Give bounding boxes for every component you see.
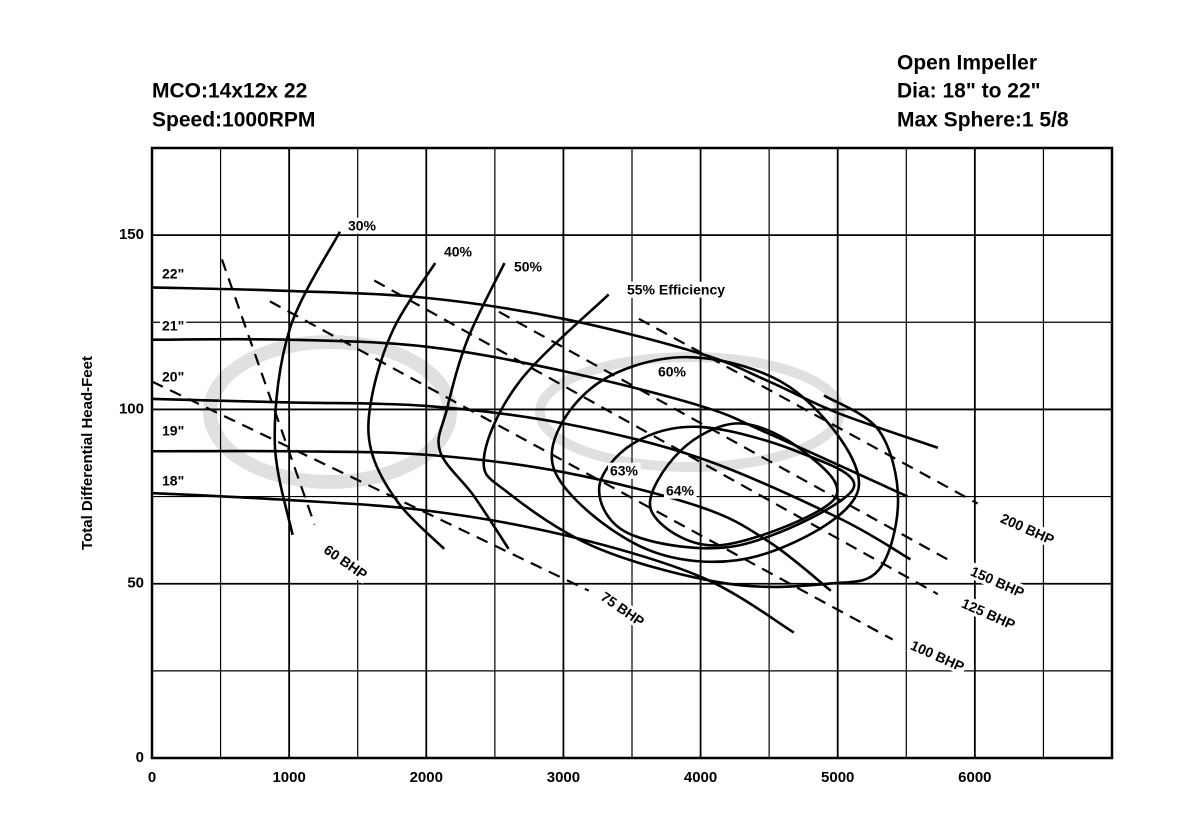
curve — [151, 337, 909, 498]
y-tick-label: 100 — [119, 400, 144, 417]
x-tick-label: 4000 — [684, 769, 717, 786]
label-background — [160, 422, 187, 439]
curve — [151, 286, 939, 449]
curve-label: 60% — [658, 364, 687, 380]
curve — [482, 293, 900, 589]
label-background — [319, 540, 373, 584]
curve-label: 40% — [444, 244, 473, 260]
label-background — [957, 594, 1020, 634]
x-tick-label: 2000 — [410, 769, 443, 786]
label-background — [160, 317, 187, 334]
curve — [151, 397, 912, 561]
subtitle-line: Max Sphere:1 5/8 — [897, 109, 1069, 132]
y-axis-label: Total Differential Head-Feet — [79, 356, 96, 550]
curve-label: 55% Efficiency — [627, 282, 725, 298]
label-background — [511, 258, 545, 275]
curve-label: 18" — [162, 473, 184, 489]
y-tick-label: 0 — [136, 749, 144, 766]
curve — [437, 262, 510, 550]
label-background — [160, 472, 187, 489]
label-background — [345, 217, 379, 234]
curve — [367, 262, 446, 550]
label-background — [655, 363, 689, 380]
bhp-line — [373, 279, 939, 596]
bhp-line — [269, 300, 894, 641]
label-background — [996, 509, 1059, 549]
curve-label: 50% — [514, 259, 543, 275]
subtitle-line: Dia: 18" to 22" — [897, 80, 1041, 103]
label-background — [624, 281, 728, 298]
curve — [597, 425, 856, 550]
y-tick-label: 50 — [127, 575, 144, 592]
subtitle-line: Open Impeller — [897, 52, 1037, 75]
curve-label: 19" — [162, 423, 184, 439]
x-tick-label: 3000 — [547, 769, 580, 786]
x-tick-label: 6000 — [958, 769, 991, 786]
label-background — [607, 462, 641, 479]
y-tick-label: 150 — [119, 226, 144, 243]
x-tick-label: 5000 — [821, 769, 854, 786]
label-background — [663, 482, 697, 499]
curve-label: 63% — [610, 463, 639, 479]
bhp-line — [638, 317, 979, 505]
bhp-line — [498, 310, 948, 561]
curve-label: 64% — [666, 483, 695, 499]
curve-label: 20" — [162, 369, 184, 385]
title-line: Speed:1000RPM — [152, 109, 315, 132]
label-background — [906, 636, 969, 676]
bhp-line — [220, 259, 316, 525]
bhp-line — [151, 380, 590, 592]
plot-frame — [150, 146, 1114, 760]
curve — [273, 231, 342, 536]
title-line: MCO:14x12x 22 — [152, 80, 307, 103]
curve-label: 21" — [162, 318, 184, 334]
label-background — [160, 265, 187, 282]
label-background — [966, 562, 1029, 602]
x-tick-label: 1000 — [272, 769, 305, 786]
label-background — [596, 587, 650, 631]
label-background — [160, 368, 187, 385]
label-background — [441, 243, 475, 260]
curve — [550, 355, 861, 564]
x-tick-label: 0 — [148, 769, 156, 786]
curve-label: 30% — [348, 218, 377, 234]
curve-label: 22" — [162, 266, 184, 282]
